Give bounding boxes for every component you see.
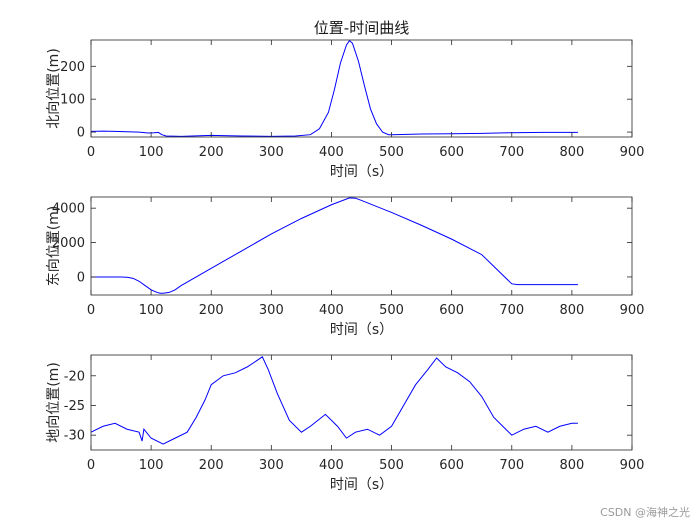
x-tick-label: 200	[199, 458, 224, 473]
x-tick-label: 400	[319, 458, 344, 473]
y-axis-label: 北向位置(m)	[46, 48, 62, 129]
x-tick-label: 600	[439, 458, 464, 473]
x-tick-label: 500	[379, 458, 404, 473]
axes-box-1	[90, 39, 633, 138]
x-tick-label: 400	[319, 303, 344, 318]
y-tick-label: 100	[60, 93, 85, 108]
x-tick-label: 300	[259, 303, 284, 318]
x-tick-label: 100	[139, 303, 164, 318]
x-tick-label: 900	[620, 303, 645, 318]
x-tick-label: 200	[199, 303, 224, 318]
y-axis-label: 东向位置(m)	[46, 206, 62, 287]
watermark: CSDN @海神之光	[600, 505, 690, 519]
y-tick-label: -25	[64, 399, 85, 414]
series-line-2-1	[91, 197, 578, 294]
y-tick-label: -30	[64, 429, 85, 444]
x-tick-label: 500	[379, 303, 404, 318]
y-tick-label: 2000	[52, 236, 85, 251]
x-tick-label: 200	[199, 145, 224, 160]
series-line-3-1	[90, 356, 578, 445]
x-tick-label: 300	[259, 145, 284, 160]
x-tick-label: 0	[87, 458, 95, 473]
x-tick-label: 700	[499, 303, 524, 318]
x-axis-label: 时间（s）	[330, 322, 393, 338]
axes-box-2	[90, 196, 633, 296]
y-tick-label: -20	[64, 369, 85, 384]
x-axis-label: 时间（s）	[330, 477, 393, 493]
x-tick-label: 800	[559, 303, 584, 318]
series-line-1-1	[90, 39, 578, 137]
y-tick-label: 4000	[52, 202, 85, 217]
x-tick-label: 300	[259, 458, 284, 473]
x-tick-label: 900	[620, 145, 645, 160]
x-tick-label: 900	[620, 458, 645, 473]
axes-box-3	[90, 354, 633, 451]
y-axis-label: 地向位置(m)	[46, 362, 62, 443]
x-tick-label: 500	[379, 145, 404, 160]
x-tick-label: 100	[139, 458, 164, 473]
x-tick-label: 100	[139, 145, 164, 160]
chart-title: 位置-时间曲线	[314, 19, 409, 37]
y-tick-label: 0	[77, 126, 85, 141]
subplot-2: 0 100 200 300 400 500 600 700 800 900 0 2000 4000 时间（…	[46, 196, 645, 338]
subplot-1: 0 100 200 300 400 500 600 700 800 900 0 100 200 时间（s）…	[46, 19, 644, 180]
x-tick-label: 800	[559, 145, 584, 160]
y-tick-label: 200	[60, 60, 85, 75]
subplot-3: 0 100 200 300 400 500 600 700 800 900 -20 -25 -30 时间（…	[46, 354, 645, 493]
x-tick-label: 400	[319, 145, 344, 160]
x-tick-label: 600	[439, 145, 464, 160]
x-tick-label: 0	[87, 303, 95, 318]
x-tick-label: 800	[559, 458, 584, 473]
x-tick-label: 700	[499, 458, 524, 473]
x-tick-label: 600	[439, 303, 464, 318]
y-tick-label: 0	[77, 270, 85, 285]
x-tick-label: 700	[499, 145, 524, 160]
x-tick-label: 0	[87, 145, 95, 160]
x-axis-label: 时间（s）	[330, 164, 393, 180]
